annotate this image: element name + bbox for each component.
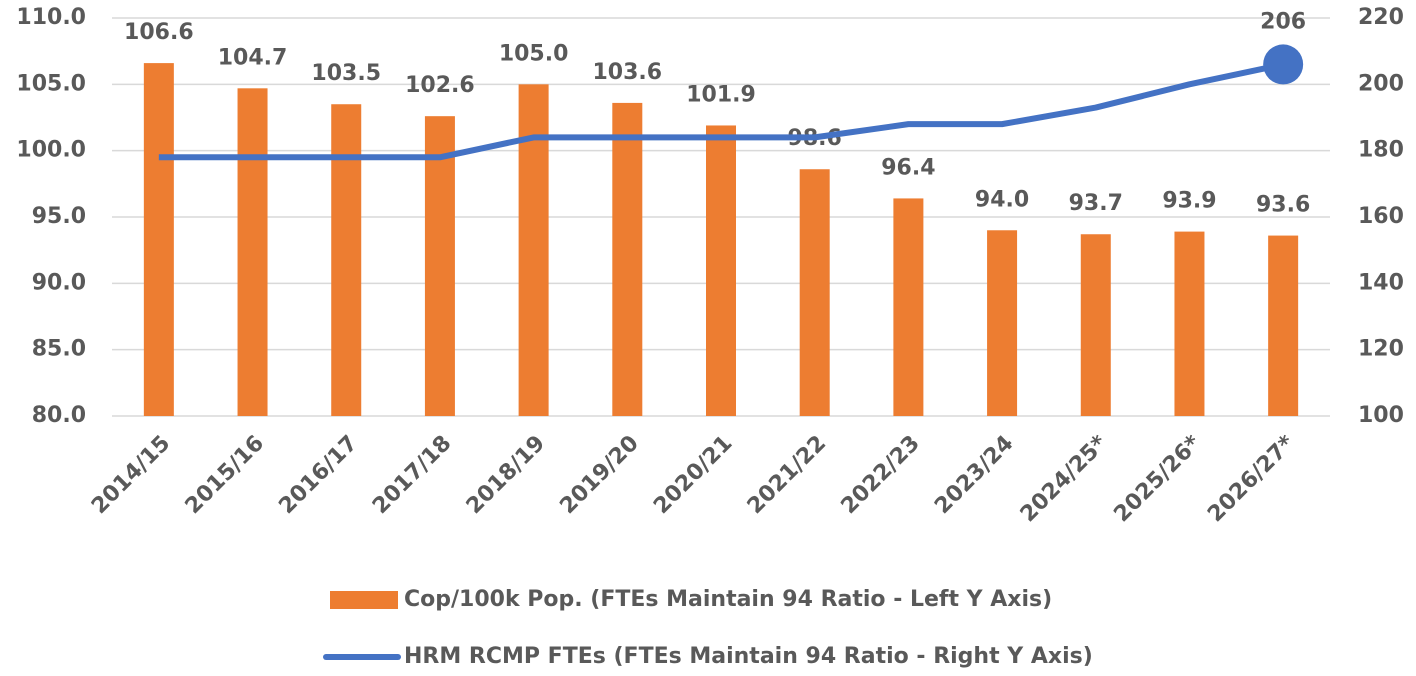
x-tick-label: 2014/15	[87, 431, 175, 519]
y-tick-label: 80.0	[32, 403, 86, 428]
bar	[1174, 231, 1205, 416]
point-marker	[1263, 44, 1304, 85]
y-tick-label: 110.0	[16, 5, 86, 30]
data-label: 94.0	[975, 187, 1029, 212]
bar	[237, 88, 268, 417]
data-label: 93.7	[1069, 191, 1123, 216]
x-tick-label: 2026/27*	[1203, 430, 1300, 527]
y-tick-label: 105.0	[16, 71, 86, 96]
x-tick-label: 2019/20	[555, 431, 643, 519]
y2-tick-label: 160	[1358, 204, 1404, 229]
y2-tick-label: 100	[1358, 403, 1404, 428]
bar	[518, 84, 549, 416]
data-label: 103.6	[593, 60, 663, 85]
x-tick-label: 2024/25*	[1016, 430, 1113, 527]
bar	[424, 116, 455, 416]
y2-tick-label: 220	[1358, 5, 1404, 30]
x-tick-label: 2020/21	[649, 431, 737, 519]
data-label: 103.5	[311, 61, 381, 86]
y2-tick-label: 200	[1358, 71, 1404, 96]
bar	[799, 169, 830, 416]
data-label: 93.9	[1162, 189, 1216, 214]
data-label: 106.6	[124, 20, 194, 45]
line	[158, 61, 1284, 161]
y2-tick-label: 120	[1358, 337, 1404, 362]
data-label: 102.6	[405, 73, 475, 98]
data-label: 105.0	[499, 41, 569, 66]
legend-label: Cop/100k Pop. (FTEs Maintain 94 Ratio - …	[404, 587, 1052, 612]
x-tick-label: 2022/23	[837, 431, 925, 519]
x-tick-label: 2016/17	[274, 431, 362, 519]
data-label: 93.6	[1256, 193, 1310, 218]
x-tick-label: 2017/18	[368, 431, 456, 519]
bar	[1268, 235, 1299, 416]
y2-tick-label: 140	[1358, 270, 1404, 295]
bar	[612, 102, 643, 416]
bar	[987, 230, 1018, 416]
x-tick-label: 2025/26*	[1110, 430, 1207, 527]
y-tick-label: 95.0	[32, 204, 86, 229]
data-label: 206	[1260, 9, 1306, 34]
y2-tick-label: 180	[1358, 138, 1404, 163]
y-tick-label: 100.0	[16, 138, 86, 163]
data-label: 104.7	[218, 45, 288, 70]
bar	[706, 125, 736, 417]
data-label: 101.9	[686, 82, 756, 107]
x-tick-label: 2018/19	[462, 431, 550, 519]
data-label: 96.4	[881, 155, 935, 180]
bar	[331, 104, 362, 416]
legend-swatch	[330, 591, 398, 609]
bar	[893, 198, 924, 416]
x-tick-label: 2021/22	[743, 431, 831, 519]
bar	[143, 63, 174, 417]
legend-label: HRM RCMP FTEs (FTEs Maintain 94 Ratio - …	[404, 644, 1093, 669]
bar	[1080, 234, 1111, 416]
x-tick-label: 2023/24	[930, 431, 1018, 519]
y-tick-label: 85.0	[32, 337, 86, 362]
x-tick-label: 2015/16	[181, 431, 269, 519]
y-tick-label: 90.0	[32, 270, 86, 295]
